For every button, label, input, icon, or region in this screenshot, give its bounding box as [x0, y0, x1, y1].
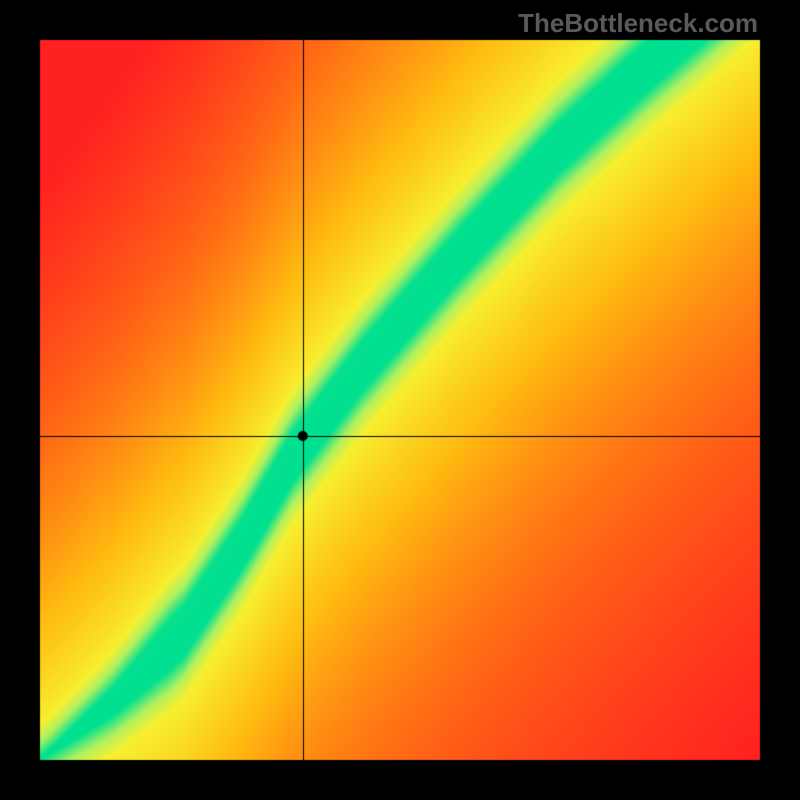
chart-container: TheBottleneck.com: [0, 0, 800, 800]
watermark-text: TheBottleneck.com: [518, 8, 758, 39]
bottleneck-heatmap: [0, 0, 800, 800]
